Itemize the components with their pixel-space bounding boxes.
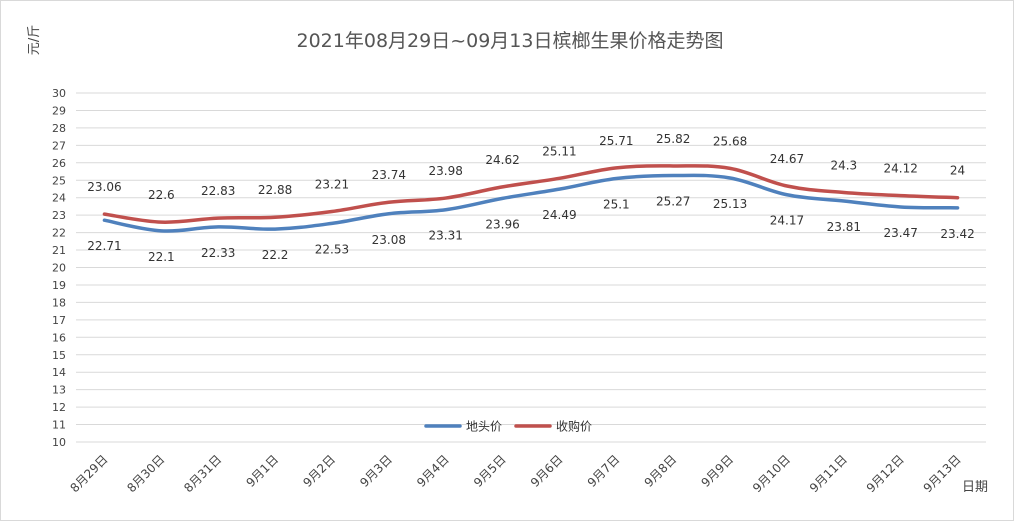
y-tick-label: 19 bbox=[52, 279, 66, 292]
y-tick-label: 27 bbox=[52, 139, 66, 152]
y-tick-label: 23 bbox=[52, 209, 66, 222]
data-label: 24 bbox=[950, 164, 965, 178]
y-tick-label: 28 bbox=[52, 122, 66, 135]
data-label: 24.12 bbox=[884, 162, 918, 176]
chart-title: 2021年08月29日~09月13日槟榔生果价格走势图 bbox=[297, 30, 724, 52]
data-label: 23.98 bbox=[429, 164, 463, 178]
data-label: 25.13 bbox=[713, 197, 747, 211]
legend: 地头价 收购价 bbox=[424, 419, 592, 434]
data-label: 23.81 bbox=[827, 220, 861, 234]
data-label: 24.62 bbox=[485, 153, 519, 167]
y-tick-label: 25 bbox=[52, 174, 66, 187]
data-label: 23.96 bbox=[485, 217, 519, 231]
data-label: 25.82 bbox=[656, 132, 690, 146]
y-tick-label: 18 bbox=[52, 296, 66, 309]
y-tick-label: 13 bbox=[52, 384, 66, 397]
y-tick-label: 29 bbox=[52, 104, 66, 117]
y-tick-label: 15 bbox=[52, 349, 66, 362]
data-label: 23.47 bbox=[884, 226, 918, 240]
data-label: 25.71 bbox=[599, 134, 633, 148]
data-label: 23.31 bbox=[429, 229, 463, 243]
y-tick-label: 26 bbox=[52, 157, 66, 170]
y-tick-label: 20 bbox=[52, 262, 66, 275]
legend-label: 收购价 bbox=[556, 419, 592, 434]
legend-label: 地头价 bbox=[466, 420, 502, 434]
data-label: 22.6 bbox=[148, 188, 175, 202]
y-tick-label: 10 bbox=[52, 436, 66, 449]
data-label: 22.88 bbox=[258, 183, 292, 197]
grid-layer bbox=[76, 92, 986, 443]
y-tick-label: 12 bbox=[52, 401, 66, 414]
data-label: 22.33 bbox=[201, 246, 235, 260]
series-line bbox=[102, 173, 960, 233]
data-label: 22.1 bbox=[148, 250, 175, 264]
data-label: 24.67 bbox=[770, 152, 804, 166]
y-tick-label: 14 bbox=[52, 366, 66, 379]
y-tick-label: 17 bbox=[52, 314, 66, 327]
y-tick-label: 24 bbox=[52, 192, 66, 205]
data-label: 25.11 bbox=[542, 144, 576, 158]
data-label: 22.53 bbox=[315, 242, 349, 256]
data-label: 22.2 bbox=[262, 248, 289, 262]
y-tick-label: 11 bbox=[52, 419, 66, 432]
data-label: 24.49 bbox=[542, 208, 576, 222]
y-axis-ticks: 10 11 12 13 14 15 16 17 18 19 20 21 22 23 24 25 26 27 28 29… bbox=[52, 87, 66, 449]
y-tick-label: 21 bbox=[52, 244, 66, 257]
data-label: 24.3 bbox=[830, 158, 857, 172]
data-label: 22.83 bbox=[201, 184, 235, 198]
data-label: 23.08 bbox=[372, 233, 406, 247]
data-label: 25.68 bbox=[713, 134, 747, 148]
data-label-layer: 22.71 22.1 22.33 22.2 22.53 23.08 23.31 23.96 24… bbox=[87, 132, 974, 264]
data-label: 23.74 bbox=[372, 168, 406, 182]
data-label: 23.21 bbox=[315, 177, 349, 191]
data-label: 23.06 bbox=[87, 180, 121, 194]
x-axis-title: 日期 bbox=[962, 480, 988, 495]
data-label: 23.42 bbox=[940, 227, 974, 241]
data-label: 22.71 bbox=[87, 239, 121, 253]
data-label: 25.27 bbox=[656, 195, 690, 209]
y-tick-label: 30 bbox=[52, 87, 66, 100]
series-line bbox=[102, 164, 960, 224]
y-axis-title: 元/斤 bbox=[27, 25, 42, 55]
y-tick-label: 16 bbox=[52, 331, 66, 344]
y-tick-label: 22 bbox=[52, 227, 66, 240]
series-layer bbox=[102, 164, 960, 233]
data-label: 24.17 bbox=[770, 214, 804, 228]
data-label: 25.1 bbox=[603, 198, 630, 212]
